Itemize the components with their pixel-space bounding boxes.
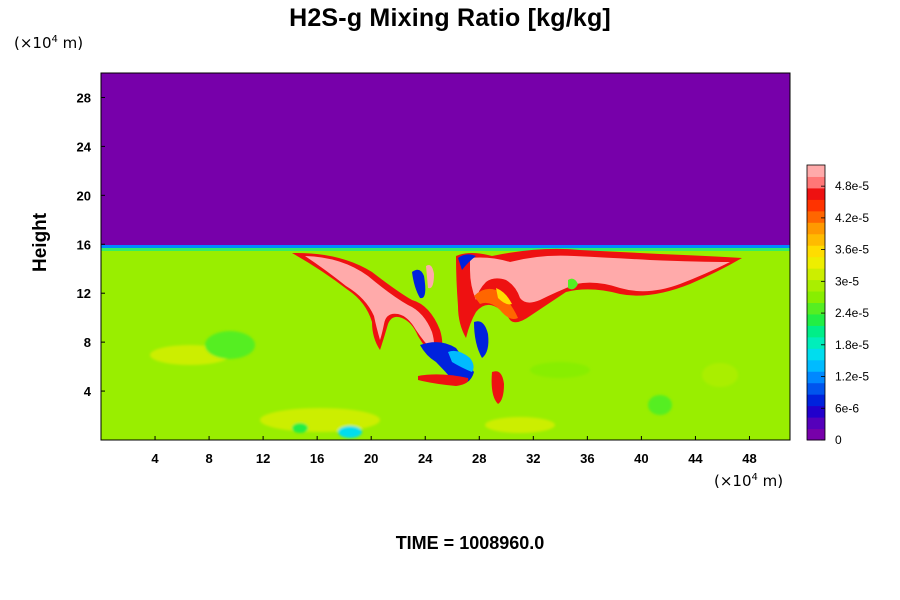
patch <box>648 395 672 415</box>
mix-blue-column <box>474 321 489 358</box>
x-tick-label: 8 <box>205 451 212 466</box>
x-tick-label: 48 <box>742 451 756 466</box>
plot-frame <box>100 72 791 441</box>
x-tick-label: 16 <box>310 451 324 466</box>
y-tick-label: 4 <box>84 384 92 399</box>
colorbar-tick-label: 6e-6 <box>835 401 859 415</box>
colorbar-swatch <box>807 394 825 407</box>
colorbar-tick-label: 3e-5 <box>835 274 859 288</box>
y-axis-unit: (×104 m) <box>14 34 84 52</box>
y-axis-ticks: 4 8 12 16 20 24 28 <box>77 90 105 399</box>
colorbar-swatch <box>807 210 825 223</box>
mix-red-streak <box>418 374 469 386</box>
x-tick-label: 44 <box>688 451 703 466</box>
colorbar-swatch <box>807 371 825 384</box>
colorbar-swatch <box>807 176 825 189</box>
right-plume-yellow <box>496 288 512 305</box>
y-tick-label: 12 <box>77 286 91 301</box>
colorbar-swatch <box>807 325 825 338</box>
colorbar-swatch <box>807 279 825 292</box>
x-tick-label: 20 <box>364 451 378 466</box>
right-plume <box>456 248 742 338</box>
left-plume-core <box>305 256 434 350</box>
right-plume-core <box>470 255 730 303</box>
colorbar-tick-label: 0 <box>835 433 842 447</box>
left-plume-edge <box>412 269 426 299</box>
patch <box>338 426 362 438</box>
chart-title: H2S-g Mixing Ratio [kg/kg] <box>289 4 611 32</box>
colorbar-tick-label: 1.8e-5 <box>835 338 869 352</box>
x-tick-label: 32 <box>526 451 540 466</box>
colorbar-swatch <box>807 222 825 235</box>
colorbar-swatch <box>807 165 825 177</box>
colorbar-frame <box>806 164 826 441</box>
colorbar-swatch <box>807 359 825 372</box>
left-plume-rim <box>292 252 443 358</box>
patch <box>205 331 255 359</box>
mix-red-tail <box>491 371 504 404</box>
x-tick-label: 24 <box>418 451 433 466</box>
x-axis-unit: (×104 m) <box>714 472 784 490</box>
x-tick-label: 4 <box>151 451 159 466</box>
colorbar-tick-label: 2.4e-5 <box>835 306 869 320</box>
y-tick-label: 8 <box>84 335 91 350</box>
colorbar-tick-label: 4.8e-5 <box>835 179 869 193</box>
heatmap-field <box>101 73 790 440</box>
x-tick-label: 36 <box>580 451 594 466</box>
left-plume <box>292 252 443 358</box>
y-tick-label: 16 <box>77 237 91 252</box>
y-tick-label: 28 <box>77 90 91 105</box>
colorbar-swatch <box>807 313 825 326</box>
colorbar-swatch <box>807 245 825 258</box>
patch <box>702 363 738 387</box>
colorbar: 0 6e-6 1.2e-5 1.8e-5 2.4e-5 3e-5 3.6e-5 4.2e-5 4… <box>806 164 869 447</box>
colorbar-swatch <box>807 268 825 281</box>
time-label: TIME = 1008960.0 <box>395 533 545 553</box>
colorbar-swatch <box>807 348 825 361</box>
right-plume-edge <box>458 254 476 270</box>
y-tick-label: 20 <box>77 188 91 203</box>
colorbar-swatch <box>807 233 825 246</box>
colorbar-tick-label: 3.6e-5 <box>835 243 869 257</box>
interface-blue-band <box>101 245 790 248</box>
interface-green-band <box>101 248 790 251</box>
colorbar-swatch <box>807 187 825 200</box>
left-plume-finger <box>426 265 434 289</box>
mix-cyan <box>448 350 474 372</box>
x-axis-ticks: 4 8 12 16 20 24 28 32 36 40 44 48 <box>151 436 757 466</box>
colorbar-swatch <box>807 428 825 441</box>
x-tick-label: 28 <box>472 451 486 466</box>
colorbar-swatch <box>807 417 825 430</box>
mix-blue <box>420 342 474 385</box>
central-mixing-zone <box>418 321 504 404</box>
right-plume-orange <box>474 288 518 319</box>
patch <box>485 417 555 433</box>
colorbar-swatch <box>807 382 825 395</box>
x-tick-label: 40 <box>634 451 648 466</box>
colorbar-tick-label: 4.2e-5 <box>835 211 869 225</box>
colorbar-swatch <box>807 336 825 349</box>
x-tick-label: 12 <box>256 451 270 466</box>
colorbar-swatch <box>807 291 825 303</box>
patch <box>260 408 380 432</box>
right-plume-hole <box>568 278 578 290</box>
turbulence-patches <box>150 331 738 438</box>
colorbar-swatch <box>807 199 825 212</box>
colorbar-swatch <box>807 405 825 418</box>
y-tick-label: 24 <box>77 139 92 154</box>
colorbar-swatch <box>807 302 825 315</box>
patch <box>292 423 308 433</box>
colorbar-swatch <box>807 256 825 269</box>
patch <box>530 362 590 378</box>
colorbar-tick-label: 1.2e-5 <box>835 370 869 384</box>
